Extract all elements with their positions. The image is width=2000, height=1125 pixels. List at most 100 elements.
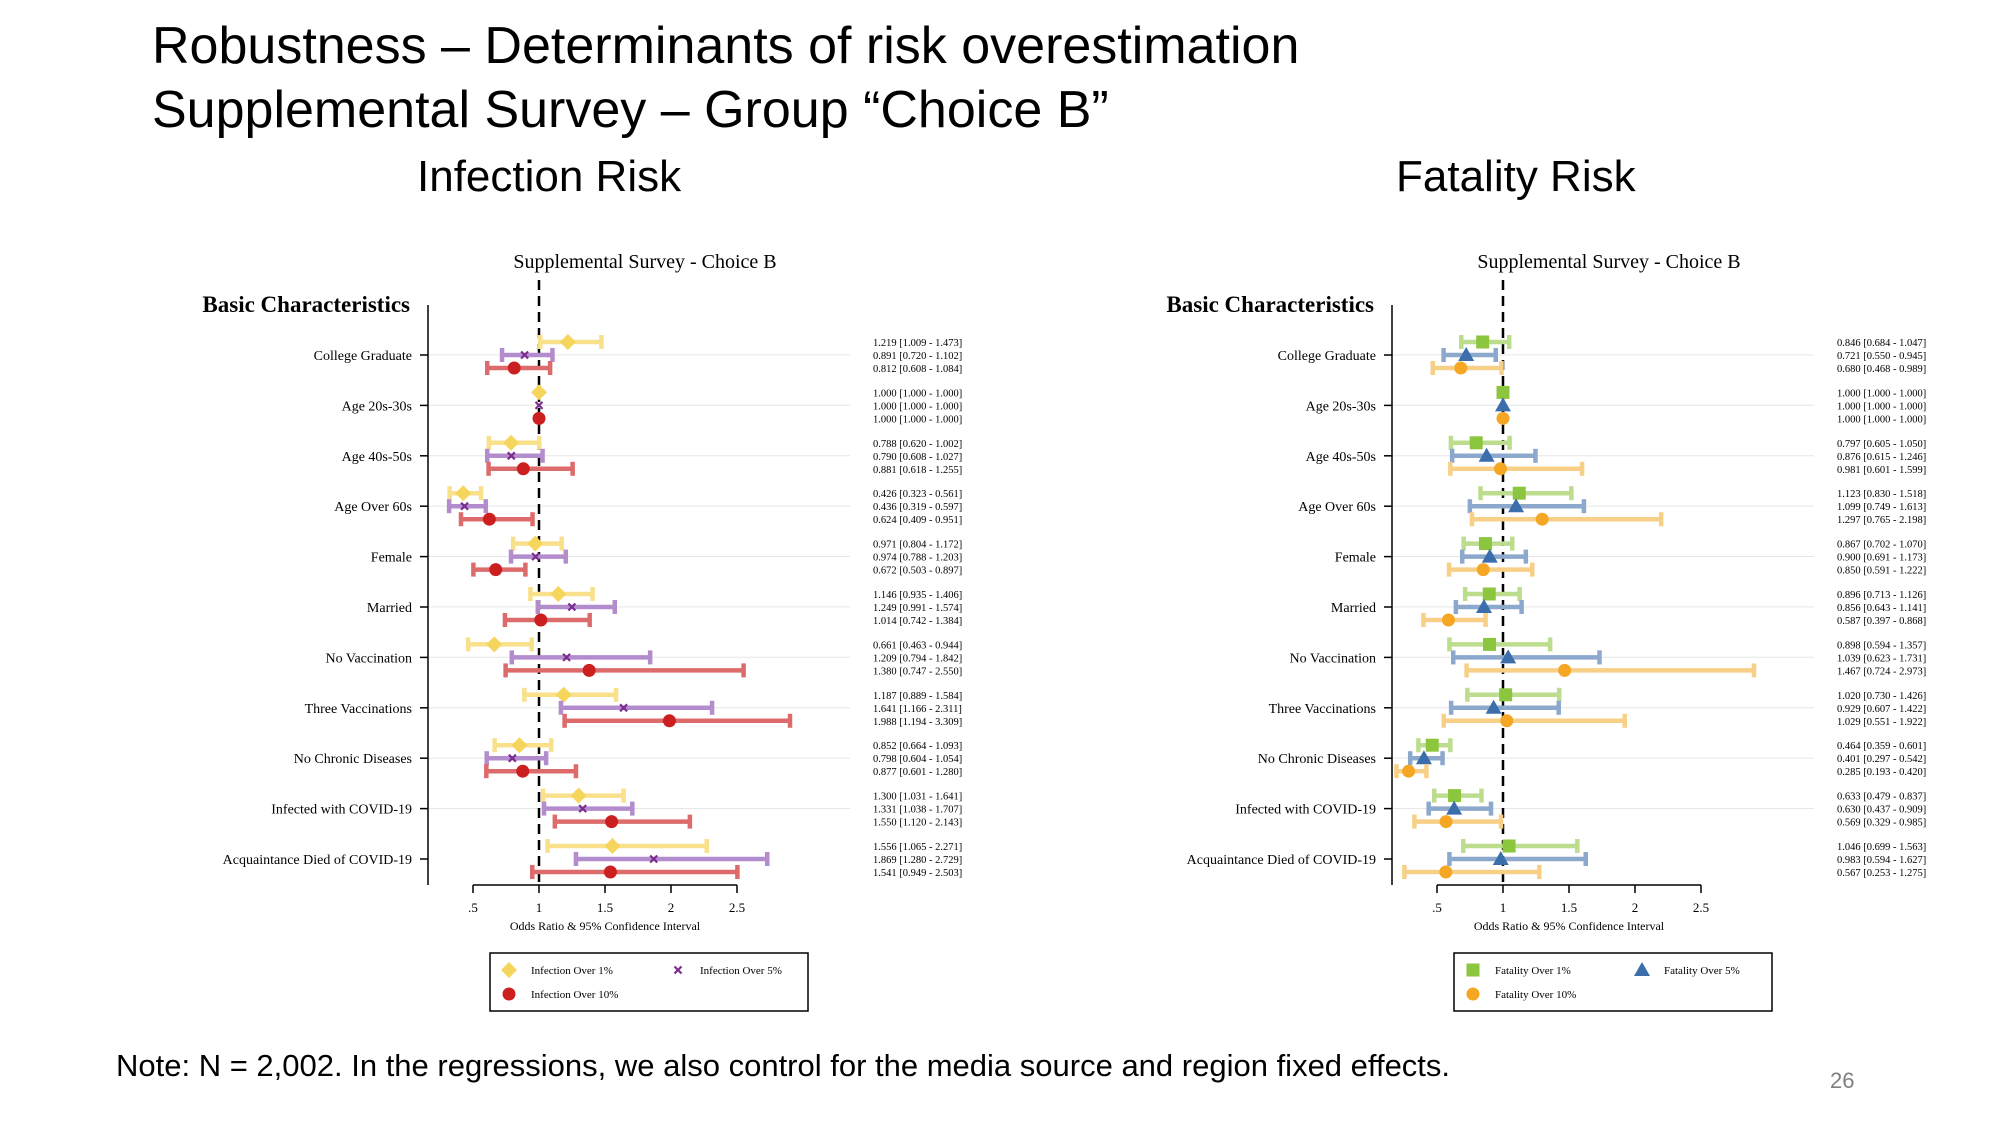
category-label-no-chronic-diseases: No Chronic Diseases	[294, 752, 412, 767]
estimate-marker	[460, 501, 469, 511]
legend-item-fatality-over-10: Fatality Over 10%	[1466, 987, 1576, 1001]
x-tick-label: 1	[1500, 900, 1507, 915]
page-number: 26	[1830, 1068, 1855, 1093]
series-point-infection-over-1	[545, 838, 710, 854]
section-label: Basic Characteristics	[1166, 292, 1374, 317]
estimate-marker	[1496, 411, 1510, 425]
chart-title: Supplemental Survey - Choice B	[1477, 251, 1740, 273]
x-tick-label: 1.5	[597, 900, 613, 915]
series-point-fatality-over-10	[1446, 562, 1535, 577]
category-label-age-20s-30s: Age 20s-30s	[1306, 399, 1376, 414]
estimate-marker	[507, 451, 516, 461]
estimate-marker	[649, 854, 658, 864]
x-tick-label: .5	[1432, 900, 1442, 915]
category-label-married: Married	[1331, 601, 1376, 616]
series-point-fatality-over-5	[1426, 800, 1494, 816]
estimate-label: 0.680 [0.468 - 0.989]	[1837, 364, 1926, 375]
estimate-marker	[503, 434, 520, 451]
legend-marker	[673, 965, 683, 975]
series-point-infection-over-1	[528, 586, 595, 602]
series-point-fatality-over-5	[1467, 498, 1587, 514]
legend-marker	[1466, 987, 1480, 1001]
estimate-marker	[1469, 436, 1483, 450]
series-point-infection-over-10	[458, 512, 535, 527]
estimate-label: 0.900 [0.691 - 1.173]	[1837, 553, 1926, 564]
series-point-infection-over-1	[522, 686, 619, 703]
estimate-label: 0.721 [0.550 - 0.945]	[1837, 351, 1926, 362]
estimate-label: 1.380 [0.747 - 2.550]	[873, 666, 962, 677]
category-label-no-chronic-diseases: No Chronic Diseases	[1258, 752, 1376, 767]
series-point-fatality-over-10	[1441, 713, 1627, 728]
series-point-infection-over-5	[535, 600, 618, 614]
series-point-fatality-over-5	[1407, 750, 1445, 766]
estimate-marker	[603, 865, 617, 879]
estimate-marker	[532, 411, 546, 425]
estimate-label: 1.099 [0.749 - 1.613]	[1837, 502, 1926, 513]
infection-risk-chart: Supplemental Survey - Choice B Basic Char…	[202, 251, 962, 1012]
fatality-risk-chart: Supplemental Survey - Choice B Basic Char…	[1166, 251, 1926, 1012]
estimate-marker	[1481, 548, 1498, 563]
estimate-marker	[1502, 839, 1516, 853]
estimate-marker	[1508, 498, 1525, 513]
estimate-label: 1.000 [1.000 - 1.000]	[1837, 388, 1926, 399]
series-point-fatality-over-5	[1449, 447, 1538, 463]
x-tick-label: 1.5	[1561, 900, 1577, 915]
series-point-infection-over-10	[552, 814, 693, 829]
estimate-marker	[662, 714, 676, 728]
series-point-infection-over-5	[534, 401, 544, 410]
estimate-marker	[534, 613, 548, 627]
estimate-marker	[486, 636, 503, 653]
series-point-fatality-over-1	[1459, 335, 1512, 349]
estimate-marker	[550, 586, 567, 602]
series-point-infection-over-5	[508, 549, 569, 564]
estimate-label: 0.846 [0.684 - 1.047]	[1837, 338, 1926, 349]
estimate-label: 1.869 [1.280 - 2.729]	[873, 855, 962, 866]
category-label-age-over-60s: Age Over 60s	[1298, 500, 1376, 515]
estimate-label: 0.898 [0.594 - 1.357]	[1837, 640, 1926, 651]
legend-marker	[502, 987, 516, 1001]
estimate-label: 1.000 [1.000 - 1.000]	[1837, 414, 1926, 425]
category-label-acquaintance-died-of-covid-19: Acquaintance Died of COVID-19	[223, 853, 412, 868]
estimate-marker	[1439, 865, 1453, 879]
estimate-label: 1.219 [1.009 - 1.473]	[873, 338, 962, 349]
series-point-infection-over-1	[540, 787, 626, 804]
category-label-three-vaccinations: Three Vaccinations	[305, 702, 412, 717]
series-point-infection-over-5	[573, 852, 770, 866]
category-label-married: Married	[367, 601, 412, 616]
estimate-label: 1.187 [0.889 - 1.584]	[873, 691, 962, 702]
series-point-fatality-over-1	[1496, 385, 1510, 399]
estimate-marker	[520, 350, 529, 360]
series-point-fatality-over-1	[1465, 687, 1562, 702]
series-point-infection-over-1	[486, 434, 542, 451]
estimate-label: 0.624 [0.409 - 0.951]	[873, 515, 962, 526]
series-point-fatality-over-10	[1412, 814, 1504, 829]
series-point-infection-over-10	[562, 713, 793, 728]
estimate-marker	[1482, 587, 1496, 601]
footnote: Note: N = 2,002. In the regressions, we …	[116, 1048, 1451, 1083]
estimate-label: 1.014 [0.742 - 1.384]	[873, 616, 962, 627]
estimate-label: 1.988 [1.194 - 3.309]	[873, 717, 962, 728]
estimate-marker	[1475, 599, 1492, 613]
series-point-infection-over-10	[486, 461, 575, 476]
series-point-fatality-over-1	[1447, 637, 1553, 652]
legend-label: Infection Over 10%	[531, 989, 618, 1001]
estimate-label: 1.000 [1.000 - 1.000]	[1837, 401, 1926, 412]
estimate-label: 0.974 [0.788 - 1.203]	[873, 553, 962, 564]
estimate-label: 0.971 [0.804 - 1.172]	[873, 540, 962, 551]
estimate-label: 0.867 [0.702 - 1.070]	[1837, 540, 1926, 551]
estimate-marker	[1500, 649, 1517, 664]
legend-marker	[1634, 962, 1650, 976]
series-point-infection-over-5	[558, 700, 715, 715]
series-point-fatality-over-10	[1394, 764, 1429, 779]
estimate-label: 1.249 [0.991 - 1.574]	[873, 603, 962, 614]
estimate-marker	[1415, 750, 1432, 765]
series-point-infection-over-1	[510, 535, 564, 552]
estimate-marker	[562, 653, 571, 662]
series-point-infection-over-10	[503, 663, 746, 678]
series-point-fatality-over-5	[1453, 599, 1524, 614]
x-tick-label: 2	[668, 900, 675, 915]
estimate-marker	[1454, 361, 1468, 375]
estimate-marker	[1535, 512, 1549, 526]
category-label-infected-with-covid-19: Infected with COVID-19	[271, 803, 412, 818]
estimate-marker	[582, 663, 596, 677]
